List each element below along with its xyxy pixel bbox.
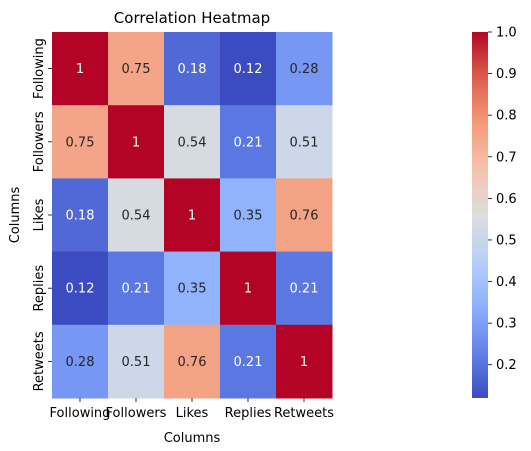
- heatmap-cell: [220, 105, 277, 179]
- heatmap-cell: [220, 251, 277, 326]
- cell-annotation: 1: [132, 135, 140, 150]
- cell-annotation: 0.35: [178, 282, 207, 297]
- y-tick-label: Following: [32, 38, 47, 99]
- heatmap-cell: [220, 324, 277, 399]
- cell-annotation: 1: [244, 282, 252, 297]
- chart-title: Correlation Heatmap: [114, 9, 270, 27]
- heatmap-cell: [164, 105, 221, 179]
- cell-annotation: 0.54: [122, 209, 151, 224]
- cell-annotation: 0.21: [234, 135, 263, 150]
- heatmap-cell: [52, 178, 109, 253]
- heatmap-cell: [276, 251, 333, 326]
- y-tick-label: Replies: [32, 265, 47, 312]
- x-tick-label: Followers: [106, 406, 167, 421]
- cell-annotation: 0.12: [234, 62, 263, 77]
- y-tick-label: Likes: [32, 198, 47, 231]
- heatmap-cell: [164, 251, 221, 326]
- x-tick-label: Likes: [176, 406, 209, 421]
- cell-annotation: 0.51: [290, 135, 319, 150]
- heatmap-cell: [108, 251, 165, 326]
- cell-annotation: 0.21: [122, 282, 151, 297]
- heatmap-cell: [108, 178, 165, 253]
- colorbar-tick-label: 0.2: [496, 358, 517, 373]
- cell-annotation: 0.75: [66, 135, 95, 150]
- cell-annotation: 0.51: [122, 355, 151, 370]
- x-axis-label: Columns: [164, 431, 221, 446]
- heatmap-cell: [108, 105, 165, 179]
- cell-annotation: 0.54: [178, 135, 207, 150]
- colorbar-tick-label: 0.6: [496, 192, 517, 207]
- cell-annotation: 0.21: [290, 282, 319, 297]
- cell-annotation: 1: [300, 355, 308, 370]
- cell-annotation: 0.76: [290, 209, 319, 224]
- cell-annotation: 1: [188, 209, 196, 224]
- y-axis-label: Columns: [8, 186, 23, 243]
- heatmap-cell: [52, 32, 109, 106]
- x-tick-label: Following: [50, 406, 111, 421]
- cell-annotation: 0.76: [178, 355, 207, 370]
- colorbar-tick-label: 1.0: [496, 26, 517, 41]
- heatmap-cell: [220, 178, 277, 253]
- heatmap-cell: [52, 251, 109, 326]
- colorbar: [472, 32, 488, 398]
- heatmap-cell: [108, 32, 165, 106]
- heatmap-cell: [276, 105, 333, 179]
- heatmap-cell: [276, 324, 333, 399]
- cell-annotation: 0.21: [234, 355, 263, 370]
- cell-annotation: 0.28: [66, 355, 95, 370]
- heatmap-cell: [220, 32, 277, 106]
- heatmap-cell: [164, 32, 221, 106]
- colorbar-tick-label: 0.5: [496, 233, 517, 248]
- cell-annotation: 0.28: [290, 62, 319, 77]
- cell-annotation: 1: [76, 62, 84, 77]
- cell-annotation: 0.35: [234, 209, 263, 224]
- colorbar-tick-label: 0.4: [496, 275, 517, 290]
- y-tick-label: Retweets: [32, 331, 47, 391]
- cell-annotation: 0.12: [66, 282, 95, 297]
- colorbar-tick-label: 0.9: [496, 67, 517, 82]
- colorbar-tick-label: 0.3: [496, 317, 517, 332]
- colorbar-tick-label: 0.7: [496, 150, 517, 165]
- heatmap-cell: [52, 105, 109, 179]
- heatmap-cell: [52, 324, 109, 399]
- x-tick-label: Replies: [225, 406, 272, 421]
- heatmap-cell: [276, 32, 333, 106]
- cell-annotation: 0.75: [122, 62, 151, 77]
- cell-annotation: 0.18: [178, 62, 207, 77]
- heatmap-cell: [164, 178, 221, 253]
- heatmap-cell: [164, 324, 221, 399]
- colorbar-tick-label: 0.8: [496, 109, 517, 124]
- y-tick-label: Followers: [32, 111, 47, 172]
- heatmap-cell: [108, 324, 165, 399]
- heatmap-cell: [276, 178, 333, 253]
- cell-annotation: 0.18: [66, 209, 95, 224]
- x-tick-label: Retweets: [274, 406, 334, 421]
